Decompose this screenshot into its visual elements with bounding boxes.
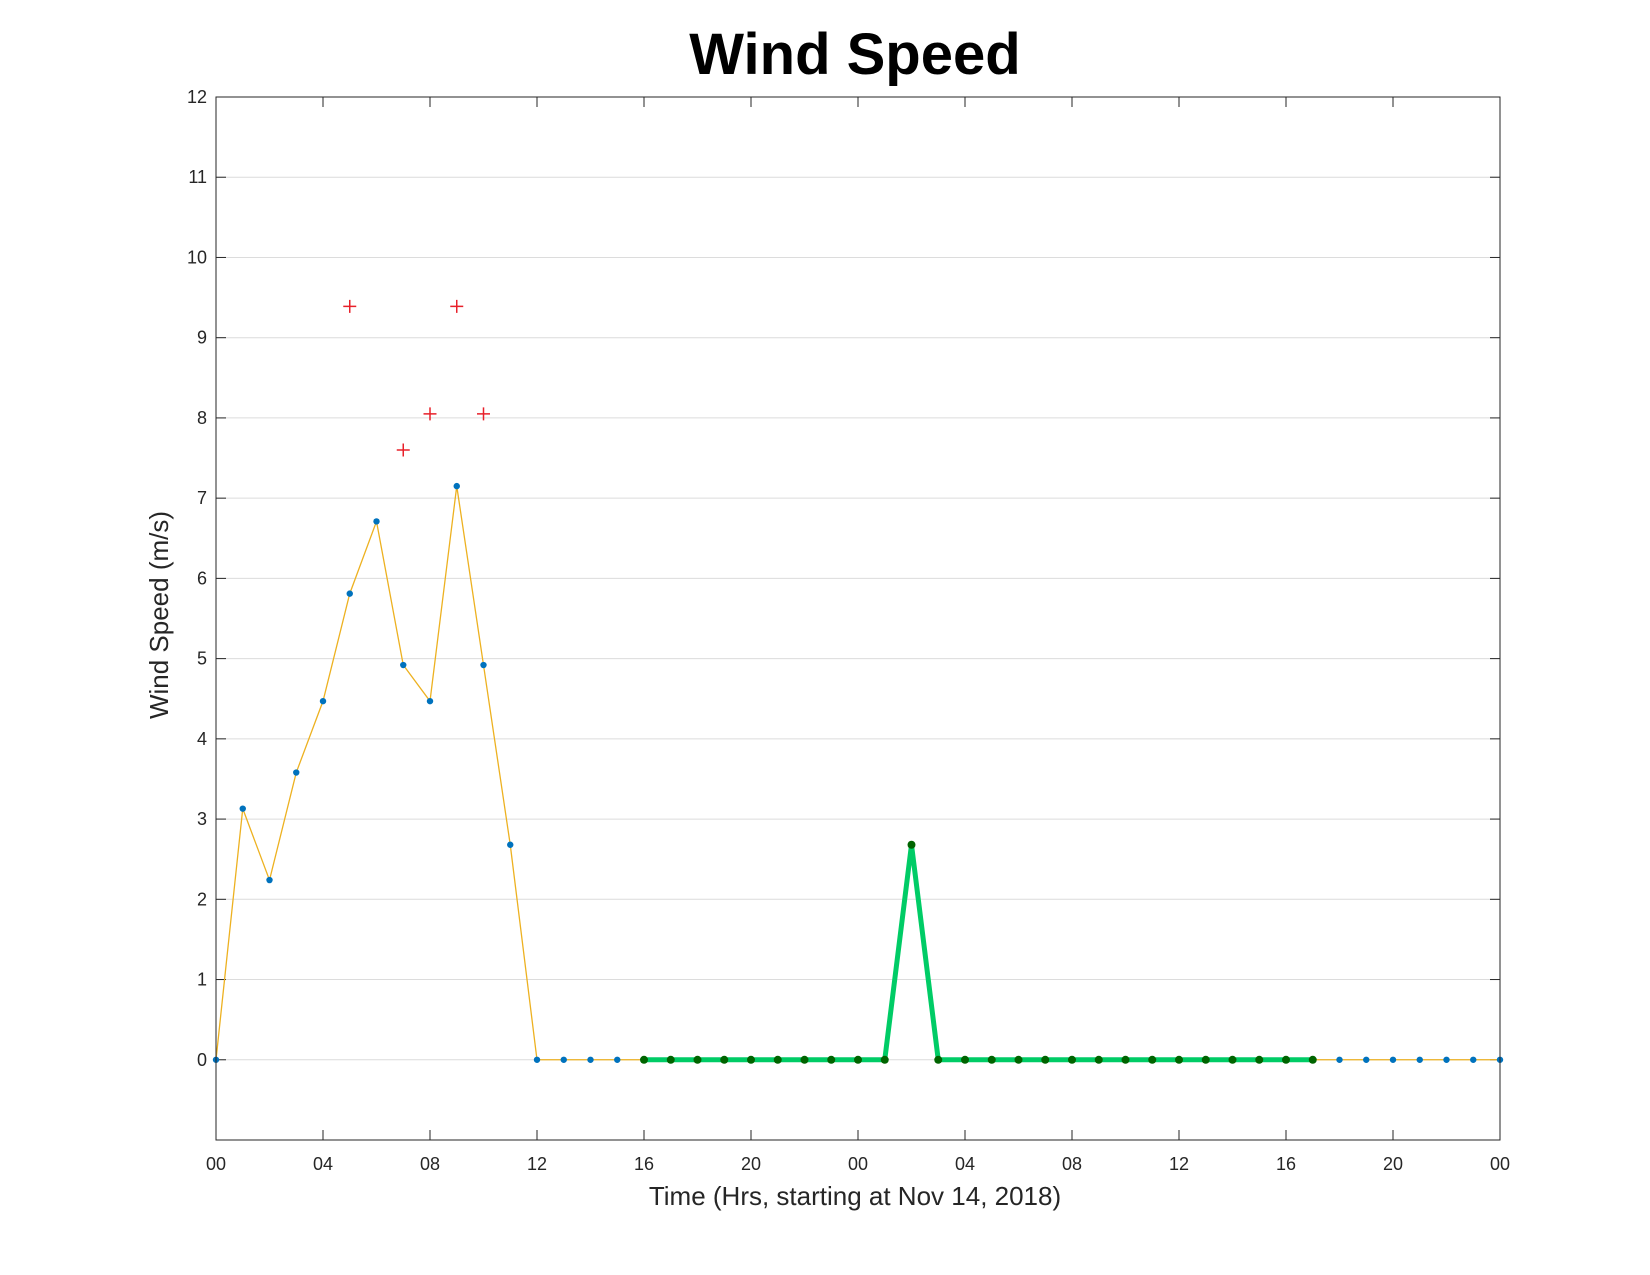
data-point-highlight [1282, 1055, 1290, 1064]
data-point-highlight [747, 1055, 755, 1064]
y-axis-label: Wind Speed (m/s) [144, 511, 174, 719]
y-tick-label: 9 [197, 328, 207, 348]
data-point-highlight [1014, 1055, 1023, 1064]
data-point-main [614, 1056, 621, 1063]
data-point-main [587, 1056, 594, 1063]
series-line-highlight [644, 842, 1313, 1063]
x-tick-label: 04 [955, 1154, 975, 1174]
data-point-main [426, 697, 434, 705]
x-axis: 00 04 08 12 16 20 00 04 08 12 16 20 00 [206, 97, 1510, 1174]
x-tick-label: 08 [420, 1154, 440, 1174]
data-point-highlight [640, 1055, 648, 1064]
outlier-plus-marker [477, 407, 490, 421]
data-point-highlight [1228, 1055, 1237, 1064]
data-point-highlight [1308, 1055, 1317, 1064]
data-point-main [1336, 1056, 1343, 1063]
y-tick-label: 7 [197, 488, 207, 508]
data-point-highlight [1094, 1055, 1103, 1064]
data-point-highlight [1068, 1055, 1076, 1064]
data-point-main [373, 518, 380, 525]
data-point-highlight [1255, 1055, 1264, 1064]
x-tick-label: 08 [1062, 1154, 1082, 1174]
data-point-highlight [1121, 1055, 1130, 1064]
x-axis-label: Time (Hrs, starting at Nov 14, 2018) [649, 1181, 1061, 1211]
outlier-plus-marker [396, 443, 410, 457]
x-tick-label: 00 [848, 1154, 868, 1174]
data-point-highlight [934, 1055, 943, 1064]
data-point-main [1416, 1056, 1423, 1063]
x-tick-label: 00 [206, 1154, 226, 1174]
data-point-main [507, 841, 514, 848]
data-point-highlight [961, 1055, 969, 1064]
data-point-main [266, 876, 273, 884]
y-tick-label: 5 [197, 649, 207, 669]
data-point-main [293, 769, 300, 776]
y-tick-label: 10 [187, 247, 207, 267]
x-tick-label: 00 [1490, 1154, 1510, 1174]
data-point-highlight [1041, 1055, 1050, 1064]
y-tick-label: 11 [188, 167, 207, 187]
x-tick-label: 20 [741, 1154, 761, 1174]
y-tick-label: 12 [187, 87, 207, 107]
data-point-highlight [666, 1055, 675, 1064]
data-point-highlight [827, 1055, 836, 1064]
outlier-plus-marker [423, 407, 437, 421]
y-tick-label: 3 [197, 809, 207, 829]
data-point-highlight [1201, 1055, 1210, 1064]
data-point-highlight [854, 1055, 862, 1064]
x-tick-label: 04 [313, 1154, 333, 1174]
x-tick-label: 16 [634, 1154, 654, 1174]
data-point-highlight [773, 1055, 782, 1064]
y-tick-label: 1 [197, 970, 207, 990]
chart-title: Wind Speed [689, 22, 1020, 87]
data-point-main [400, 661, 407, 669]
x-tick-label: 16 [1276, 1154, 1296, 1174]
outlier-plus-marker [450, 299, 464, 313]
x-tick-label: 20 [1383, 1154, 1403, 1174]
data-point-highlight [987, 1055, 996, 1064]
data-point-highlight [693, 1055, 702, 1064]
plot-area [216, 97, 1500, 1140]
data-point-highlight [880, 1055, 889, 1064]
data-point-main [1389, 1056, 1397, 1063]
data-point-main [346, 590, 353, 597]
outlier-plus-marker [343, 299, 357, 313]
data-point-main [319, 697, 327, 705]
x-tick-label: 12 [1169, 1154, 1189, 1174]
data-point-highlight [907, 840, 916, 849]
data-point-main [1443, 1056, 1450, 1063]
y-tick-label: 8 [197, 408, 207, 428]
y-tick-label: 6 [197, 568, 207, 588]
data-point-main [480, 661, 487, 669]
data-point-highlight [1175, 1055, 1183, 1064]
y-tick-label: 2 [197, 889, 207, 909]
data-point-main [453, 482, 460, 490]
data-point-highlight [720, 1055, 729, 1064]
data-point-highlight [800, 1055, 809, 1064]
data-point-main [1363, 1056, 1370, 1063]
data-point-main [1470, 1056, 1477, 1063]
plot-frame [215, 96, 1501, 1141]
data-point-main [560, 1056, 567, 1063]
y-tick-label: 0 [197, 1050, 207, 1070]
x-tick-label: 12 [527, 1154, 547, 1174]
data-point-main [533, 1056, 541, 1063]
data-point-main [239, 805, 246, 812]
data-layer [212, 299, 1504, 1064]
y-tick-label: 4 [197, 729, 207, 749]
data-point-highlight [1148, 1055, 1157, 1064]
